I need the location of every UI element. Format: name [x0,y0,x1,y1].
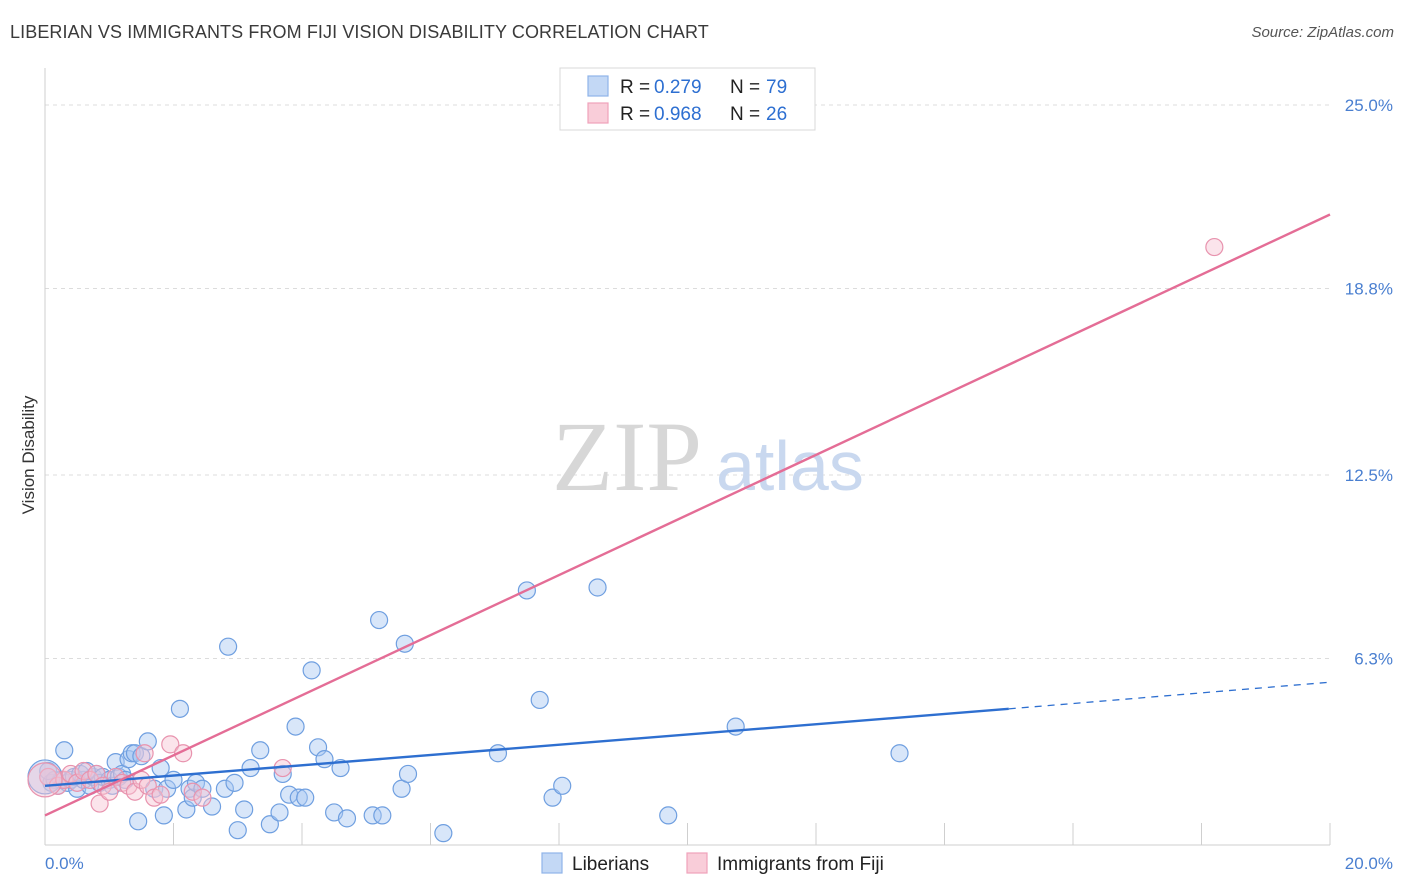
chart-title: LIBERIAN VS IMMIGRANTS FROM FIJI VISION … [10,22,709,42]
point-liberians-53 [302,661,321,680]
gridlines [45,104,1330,660]
legend-n-value-fiji: 26 [766,104,787,125]
watermark-zip: ZIP [552,401,702,512]
point-fiji-20 [161,735,180,754]
point-liberians-61 [373,806,392,825]
legend-swatch-fiji [587,102,609,124]
point-fiji-25 [1205,237,1224,257]
point-liberians-29 [154,806,173,825]
point-liberians-41 [225,773,244,792]
point-liberians-57 [331,758,350,778]
point-liberians-39 [215,779,234,798]
x-tick-label-0: 0.0% [45,854,84,873]
point-liberians-45 [251,741,270,760]
point-liberians-47 [270,803,289,822]
point-fiji-19 [151,785,170,804]
point-liberians-60 [370,610,389,630]
y-tick-label-3: 25.0% [1345,96,1393,115]
point-fiji-16 [135,744,154,763]
point-fiji-8 [90,794,109,813]
legend-bottom-label-fiji: Immigrants from Fiji [717,854,884,875]
point-liberians-24 [129,812,148,831]
legend-bottom-swatch-fiji [686,852,708,874]
legend-r-label-liberians: R = [620,77,650,98]
y-axis-label: Vision Disability [19,395,38,514]
y-tick-label-1: 12.5% [1345,466,1393,485]
point-liberians-65 [434,824,453,843]
point-liberians-33 [177,800,196,819]
trend-line-liberians [44,707,1009,787]
x-ticks [44,823,1331,845]
point-liberians-32 [170,699,190,718]
point-liberians-59 [363,806,382,825]
point-liberians-42 [228,821,247,840]
legend-r-value-liberians: 0.279 [654,77,702,98]
y-tick-label-0: 6.3% [1354,650,1393,669]
legend-n-label-fiji: N = [730,104,760,125]
point-liberians-52 [296,788,315,807]
source-label: Source: ZipAtlas.com [1251,24,1394,41]
point-liberians-50 [286,717,305,736]
legend-bottom: Liberians Immigrants from Fiji [541,852,884,875]
legend-bottom-label-liberians: Liberians [572,854,649,875]
point-liberians-68 [530,690,549,710]
big-point-fiji-0 [27,762,63,798]
point-liberians-54 [308,738,328,757]
x-tick-label-1: 20.0% [1345,854,1393,873]
point-liberians-40 [219,637,238,656]
point-liberians-73 [726,717,745,736]
point-liberians-5 [55,741,74,760]
legend-n-value-liberians: 79 [766,77,787,98]
point-liberians-69 [543,788,562,807]
point-liberians-26 [138,732,157,751]
point-liberians-46 [260,815,279,834]
trend-line-extension-liberians [1008,681,1331,710]
series-fiji-points [27,237,1224,813]
point-liberians-58 [337,809,357,828]
x-tick-labels: 0.0% 20.0% [45,854,1393,873]
point-liberians-75 [39,761,58,781]
y-tick-labels: 6.3% 12.5% 18.8% 25.0% [1345,96,1393,669]
point-liberians-74 [890,744,909,763]
trend-lines [44,213,1331,817]
y-tick-label-2: 18.8% [1345,280,1393,299]
point-liberians-71 [588,578,607,597]
point-liberians-66 [488,744,508,763]
point-liberians-43 [235,800,254,819]
point-liberians-70 [553,776,572,795]
legend-n-label-liberians: N = [730,77,760,98]
watermark: ZIP atlas [552,401,864,512]
legend-bottom-swatch-liberians [541,852,563,874]
legend-top: R = 0.279 N = 79 R = 0.968 N = 26 [559,67,816,131]
point-liberians-48 [273,764,292,784]
point-liberians-72 [659,806,678,825]
legend-swatch-liberians [587,75,609,97]
point-fiji-22 [183,782,202,801]
point-fiji-23 [193,788,212,807]
legend-r-label-fiji: R = [620,104,650,125]
point-liberians-51 [289,788,308,807]
legend-r-value-fiji: 0.968 [654,104,702,125]
point-liberians-64 [398,764,418,784]
trend-line-fiji [44,213,1331,817]
